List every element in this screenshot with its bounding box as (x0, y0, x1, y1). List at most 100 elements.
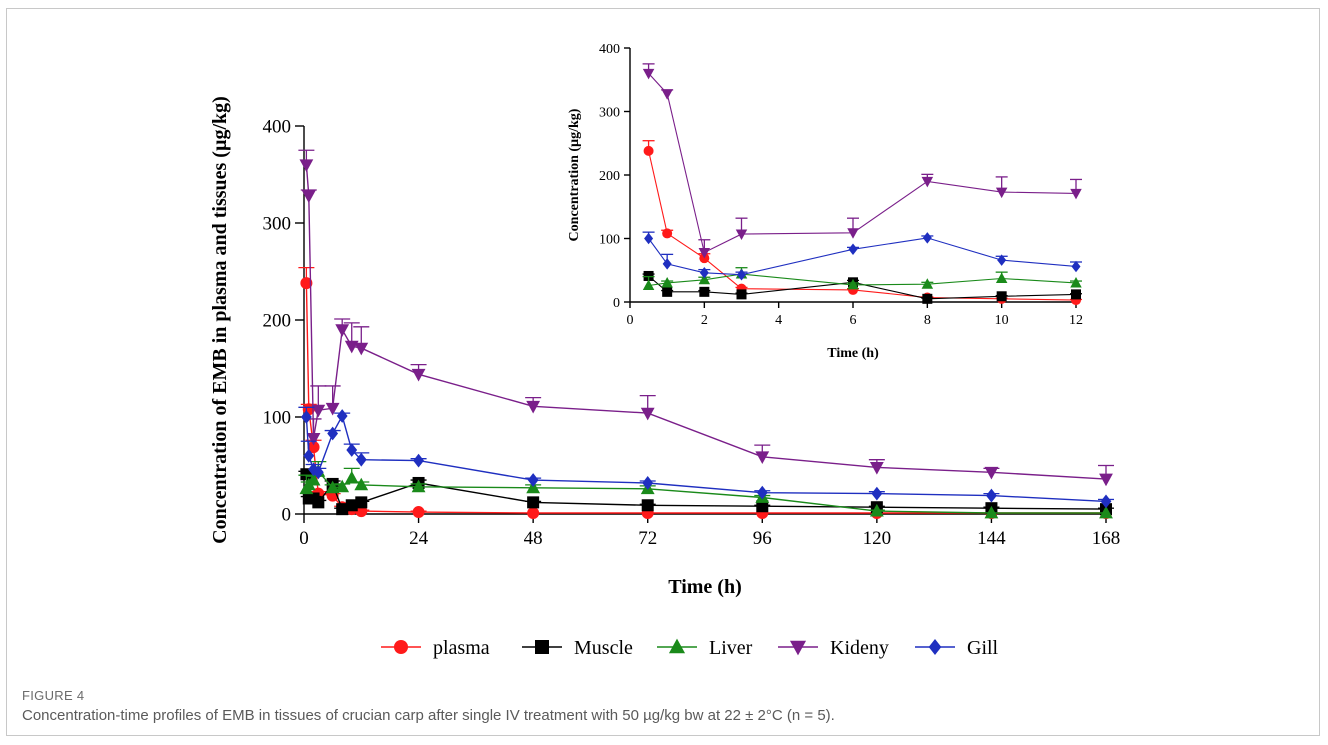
inset-data-point (662, 286, 673, 297)
legend-item-gill: Gill (915, 637, 999, 659)
inset-data-point (997, 254, 1007, 266)
main-y-tick-label: 400 (263, 117, 292, 138)
legend-label: Kideny (830, 637, 889, 659)
legend-item-plasma: plasma (381, 637, 490, 659)
main-data-point (300, 468, 313, 481)
inset-data-point (698, 247, 711, 259)
inset-series-line (648, 273, 1077, 287)
main-data-point (984, 466, 999, 480)
main-series (298, 149, 1114, 520)
legend-item-muscle: Muscle (522, 637, 633, 659)
inset-y-tick-label: 0 (613, 296, 620, 311)
main-data-point (335, 324, 350, 337)
inset-x-tick-label: 10 (995, 313, 1009, 328)
main-data-point (1099, 473, 1113, 487)
inset-x-tick-label: 6 (850, 313, 857, 328)
legend-item-liver: Liver (657, 637, 753, 659)
inset-data-point (662, 228, 673, 239)
inset-y-axis-label: Concentration (µg/kg) (567, 108, 582, 241)
inset-x-tick-label: 2 (701, 313, 708, 328)
legend-marker (789, 640, 807, 656)
legend-label: Gill (967, 637, 999, 659)
main-data-point (641, 499, 654, 512)
main-data-point (354, 477, 369, 491)
main-data-point (355, 452, 367, 467)
inset-series-line (648, 275, 1077, 300)
main-series-gill (298, 406, 1114, 509)
main-data-point (756, 500, 769, 513)
figure-frame (6, 8, 1320, 736)
inset-data-point (644, 232, 654, 245)
main-data-point (345, 499, 358, 512)
legend-label: Liver (709, 637, 753, 659)
inset-series-line (648, 73, 1077, 254)
main-data-point (312, 496, 325, 509)
main-x-tick-label: 48 (524, 528, 543, 549)
main-data-point (984, 505, 999, 519)
main-data-point (308, 462, 319, 477)
inset-data-point (1071, 289, 1081, 300)
main-data-point (355, 496, 368, 509)
inset-data-point (922, 232, 932, 244)
main-data-point (642, 476, 654, 490)
main-y-tick-label: 200 (263, 311, 292, 332)
main-data-point (411, 479, 426, 493)
main-data-point (336, 409, 348, 423)
inset-series-plasma (642, 140, 1082, 306)
main-y-axis-label: Concentration of EMB in plasma and tissu… (209, 96, 231, 544)
inset-data-point (921, 176, 934, 188)
inset-data-point (699, 286, 710, 297)
main-data-point (336, 503, 349, 516)
main-data-point (986, 488, 997, 503)
legend-label: Muscle (574, 637, 633, 659)
legend-item-kideny: Kideny (778, 637, 889, 659)
inset-data-point (643, 145, 654, 156)
inset-data-point (847, 228, 859, 239)
legend-marker (535, 640, 549, 654)
inset-series (642, 63, 1082, 306)
main-data-point (755, 451, 770, 464)
main-data-point (299, 159, 314, 172)
main-data-point (640, 407, 655, 421)
main-data-point (1100, 494, 1112, 509)
main-data-point (869, 462, 884, 475)
inset-x-axis-label: Time (h) (827, 346, 879, 361)
main-data-point (1099, 505, 1113, 519)
main-data-point (871, 486, 883, 501)
inset-data-point (921, 278, 934, 289)
main-data-point (346, 443, 358, 457)
inset-y-tick-label: 100 (599, 232, 620, 247)
main-data-point (527, 496, 540, 509)
inset-series-line (648, 237, 1077, 276)
main-data-point (306, 432, 321, 446)
inset-data-point (642, 68, 655, 80)
inset-y-tick-label: 300 (599, 105, 620, 120)
inset-data-point (736, 289, 747, 300)
main-data-point (527, 507, 540, 520)
legend: plasma Muscle Liver Kideny Gill (381, 637, 999, 659)
inset-data-point (922, 293, 933, 304)
main-data-point (327, 426, 339, 441)
inset-series-liver (642, 267, 1082, 290)
inset-data-point (1071, 260, 1081, 273)
legend-marker (928, 638, 942, 656)
main-data-point (325, 402, 340, 416)
inset-x-tick-label: 12 (1069, 313, 1083, 328)
inset-data-point (642, 279, 655, 290)
main-x-tick-label: 96 (753, 528, 772, 549)
main-y-tick-label: 300 (263, 214, 292, 235)
inset-data-point (1070, 276, 1082, 288)
main-x-tick-label: 24 (409, 528, 429, 549)
main-data-point (411, 368, 426, 382)
inset-data-point (996, 291, 1007, 302)
inset-data-point (847, 278, 859, 290)
main-data-point (300, 410, 312, 424)
inset-data-point (698, 273, 711, 285)
inset-series-line (648, 150, 1077, 301)
main-y-tick-label: 100 (263, 408, 292, 429)
inset-y-tick-label: 200 (599, 169, 620, 184)
main-x-tick-label: 72 (638, 528, 657, 549)
main-data-point (303, 448, 315, 463)
legend-marker (394, 640, 408, 654)
